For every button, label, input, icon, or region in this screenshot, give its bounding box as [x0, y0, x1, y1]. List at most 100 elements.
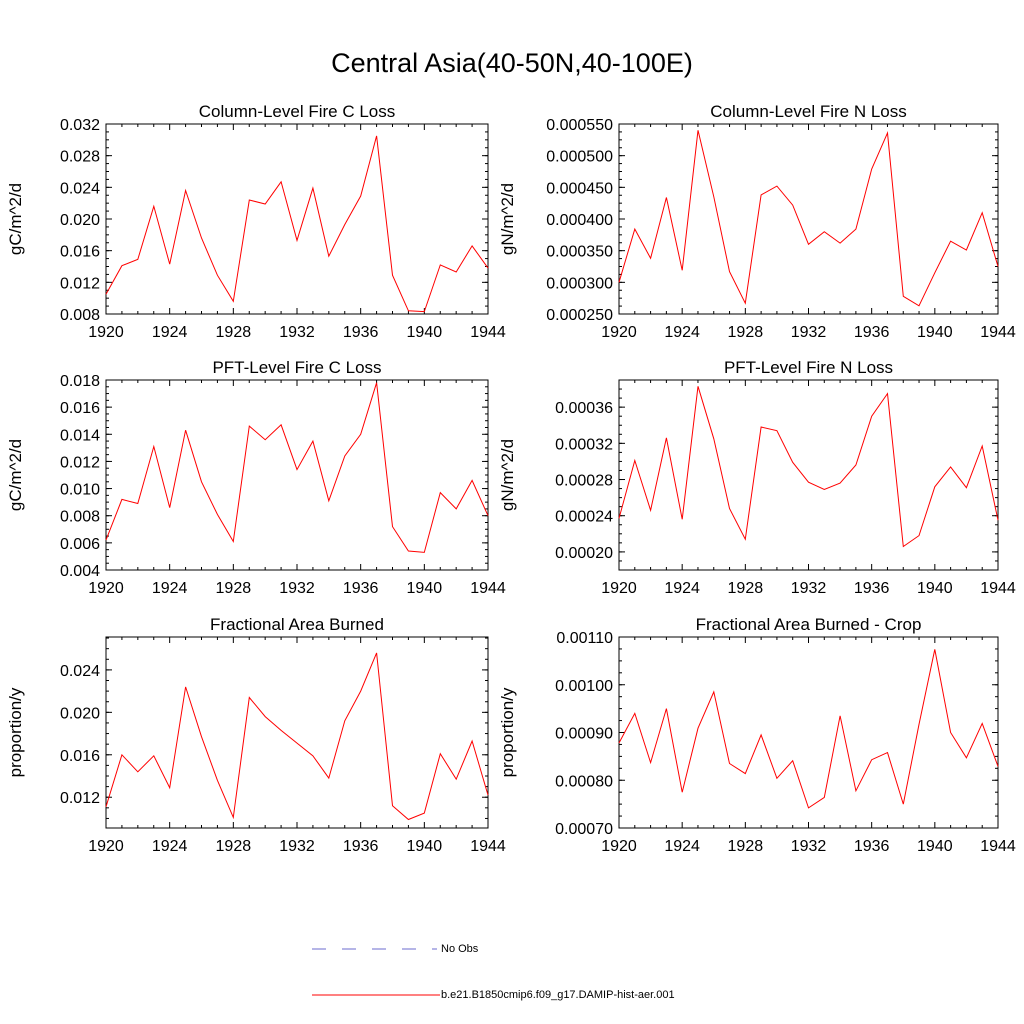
chart-panel-5: 1920 1924 1928 1932 1936 1940 1944 0.012 0.016 0.… [6, 615, 506, 855]
chart-title: Column-Level Fire N Loss [710, 102, 907, 121]
x-tick-label: 1936 [343, 324, 379, 341]
y-tick-label: 0.018 [60, 373, 100, 390]
legend-swatch-solid [312, 994, 440, 996]
y-tick-label: 0.000350 [546, 244, 613, 261]
y-tick-label: 0.016 [60, 400, 100, 417]
y-axis-label: gN/m^2/d [498, 183, 517, 255]
y-tick-label: 0.00032 [555, 436, 613, 453]
x-tick-label: 1920 [88, 580, 124, 597]
chart-panel-1: 1920 1924 1928 1932 1936 1940 1944 0.008 0.012 0.… [6, 102, 506, 341]
x-tick-label: 1920 [88, 324, 124, 341]
x-tick-label: 1928 [216, 580, 252, 597]
plot-frame [618, 379, 999, 571]
y-tick-label: 0.00110 [556, 630, 613, 647]
chart-title: Fractional Area Burned - Crop [696, 615, 922, 634]
x-tick-label: 1944 [980, 580, 1016, 597]
series-line [618, 130, 999, 307]
y-tick-label: 0.016 [60, 244, 100, 261]
x-tick-label: 1924 [152, 324, 188, 341]
y-tick-label: 0.00100 [555, 678, 613, 695]
x-tick-label: 1924 [664, 838, 700, 855]
y-tick-label: 0.012 [60, 275, 100, 292]
y-tick-label: 0.020 [60, 705, 100, 722]
x-tick-label: 1944 [980, 324, 1016, 341]
x-tick-label: 1936 [854, 324, 890, 341]
chart-panel-6: 1920 1924 1928 1932 1936 1940 1944 0.00070 0.000… [498, 615, 1016, 855]
series-line [105, 382, 489, 553]
x-tick-label: 1920 [601, 324, 637, 341]
x-tick-label: 1924 [664, 324, 700, 341]
x-tick-label: 1932 [279, 324, 315, 341]
x-tick-label: 1920 [601, 838, 637, 855]
x-tick-label: 1940 [407, 838, 443, 855]
x-tick-label: 1924 [664, 580, 700, 597]
chart-panel-3: 1920 1924 1928 1932 1936 1940 1944 0.004 0.006 0.… [6, 358, 506, 597]
y-axis-label: proportion/y [498, 687, 517, 777]
x-tick-label: 1940 [407, 580, 443, 597]
x-tick-label: 1940 [917, 324, 953, 341]
plot-frame [105, 636, 489, 829]
y-tick-label: 0.00090 [555, 726, 613, 743]
chart-title: Fractional Area Burned [210, 615, 384, 634]
x-tick-label: 1936 [854, 838, 890, 855]
y-tick-label: 0.00024 [555, 509, 613, 526]
series-line [105, 652, 489, 821]
chart-title: PFT-Level Fire C Loss [212, 358, 381, 377]
x-tick-label: 1932 [791, 838, 827, 855]
x-tick-label: 1924 [152, 580, 188, 597]
y-tick-label: 0.00028 [555, 473, 613, 490]
series-line [105, 135, 489, 313]
y-tick-label: 0.014 [60, 427, 100, 444]
chart-title: PFT-Level Fire N Loss [724, 358, 893, 377]
legend-label: No Obs [441, 943, 479, 955]
plot-frame [618, 123, 999, 315]
x-tick-label: 1940 [917, 838, 953, 855]
y-tick-label: 0.008 [60, 307, 100, 324]
y-tick-label: 0.004 [60, 563, 100, 580]
x-tick-label: 1928 [728, 324, 764, 341]
y-tick-label: 0.00080 [555, 773, 613, 790]
series-line [618, 386, 999, 548]
x-tick-label: 1944 [470, 324, 506, 341]
y-tick-label: 0.020 [60, 212, 100, 229]
x-tick-label: 1928 [728, 580, 764, 597]
legend-label: b.e21.B1850cmip6.f09_g17.DAMIP-hist-aer.… [441, 989, 675, 1001]
y-axis-label: gN/m^2/d [498, 439, 517, 511]
page-title: Central Asia(40-50N,40-100E) [331, 48, 693, 78]
y-tick-label: 0.024 [60, 180, 100, 197]
chart-panel-4: 1920 1924 1928 1932 1936 1940 1944 0.00020 0.000… [498, 358, 1016, 597]
chart-title: Column-Level Fire C Loss [199, 102, 396, 121]
y-tick-label: 0.010 [60, 482, 100, 499]
y-tick-label: 0.012 [60, 454, 100, 471]
y-axis-label: gC/m^2/d [6, 439, 25, 511]
y-axis-label: proportion/y [6, 687, 25, 777]
x-tick-label: 1928 [216, 324, 252, 341]
y-tick-label: 0.028 [60, 149, 100, 166]
y-tick-label: 0.016 [60, 748, 100, 765]
y-tick-label: 0.008 [60, 509, 100, 526]
x-tick-label: 1940 [407, 324, 443, 341]
x-tick-label: 1932 [791, 324, 827, 341]
y-tick-label: 0.000450 [546, 180, 613, 197]
x-tick-label: 1920 [601, 580, 637, 597]
x-tick-label: 1944 [980, 838, 1016, 855]
x-tick-label: 1936 [854, 580, 890, 597]
x-tick-label: 1932 [279, 580, 315, 597]
x-tick-label: 1928 [216, 838, 252, 855]
y-tick-label: 0.000250 [546, 307, 613, 324]
x-tick-label: 1932 [791, 580, 827, 597]
x-tick-label: 1924 [152, 838, 188, 855]
y-tick-label: 0.000400 [546, 212, 613, 229]
y-tick-label: 0.006 [60, 536, 100, 553]
x-tick-label: 1936 [343, 580, 379, 597]
y-tick-label: 0.000550 [546, 117, 613, 134]
plot-frame [105, 379, 489, 571]
y-tick-label: 0.032 [60, 117, 100, 134]
x-tick-label: 1940 [917, 580, 953, 597]
x-tick-label: 1944 [470, 838, 506, 855]
y-tick-label: 0.024 [60, 663, 100, 680]
y-tick-label: 0.000500 [546, 149, 613, 166]
legend-swatch-dashed [312, 948, 437, 950]
y-tick-label: 0.00020 [555, 545, 613, 562]
